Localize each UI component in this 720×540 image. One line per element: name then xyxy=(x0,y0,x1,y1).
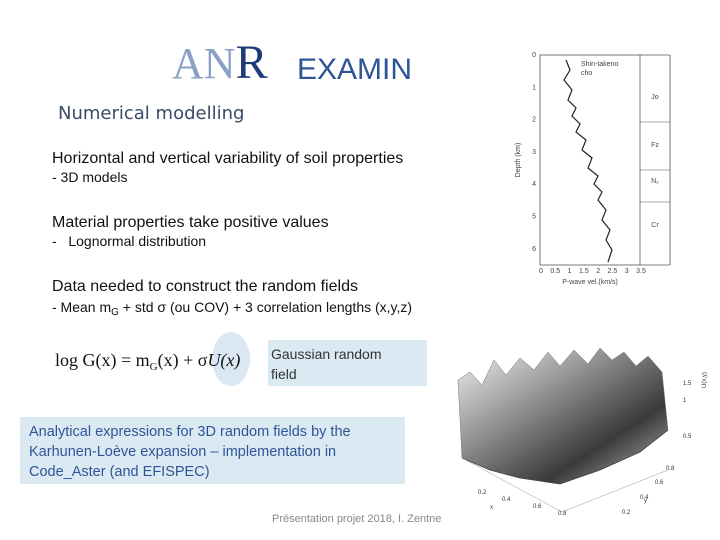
logo-letter: N xyxy=(204,39,236,88)
surface-figure: U(x,y) 1.5 1 0.5 0.8 0.6 0.4 0.2 y 0.2 0… xyxy=(457,347,708,517)
profile-figure: Shin-takeno cho Depth (km) P-wave vel.(k… xyxy=(515,52,671,286)
subscript: G xyxy=(111,307,119,318)
tick-label: 1 xyxy=(568,268,572,275)
bullet-title: Horizontal and vertical variability of s… xyxy=(52,150,403,167)
tick-label: 0 xyxy=(539,268,543,275)
tick-label: 4 xyxy=(532,181,536,188)
surface-edge xyxy=(461,429,669,485)
tick-label: 3 xyxy=(532,149,536,156)
tick-label: 0.6 xyxy=(533,504,542,510)
axis-label: y xyxy=(644,498,647,504)
tick-label: 2 xyxy=(532,117,536,124)
bullet-detail: - Mean mG + std σ (ou COV) + 3 correlati… xyxy=(52,299,412,318)
tick-label: 0.6 xyxy=(655,480,664,486)
callout-box xyxy=(20,417,405,484)
tick-label: 3.5 xyxy=(636,268,646,275)
axis-label: x xyxy=(490,505,493,511)
tick-label: 2 xyxy=(596,268,600,275)
layer-label: Fz xyxy=(651,142,659,149)
legend-text: cho xyxy=(581,70,592,77)
tick-label: 6 xyxy=(532,246,536,253)
bullet-detail: - 3D models xyxy=(52,169,127,185)
tick-label: 0.4 xyxy=(502,497,511,503)
logo: ANR xyxy=(172,36,268,89)
tick-label: 0.2 xyxy=(478,490,487,496)
axis-label: Depth (km) xyxy=(515,143,522,178)
logo-letter: R xyxy=(236,36,268,89)
axis-label: P-wave vel.(km/s) xyxy=(562,279,618,286)
project-name: EXAMIN xyxy=(297,53,412,86)
tick-label: 0.5 xyxy=(550,268,560,275)
formula-part: log G(x) = m xyxy=(55,350,150,371)
tick-label: 0 xyxy=(532,52,536,59)
text-run: + std σ (ou COV) + 3 correlation lengths… xyxy=(119,299,412,315)
plot-frame xyxy=(539,54,641,266)
callout-box xyxy=(268,340,427,386)
tick-label: 1.5 xyxy=(683,381,692,387)
axis-line xyxy=(461,457,563,513)
formula-part: U(x) xyxy=(207,350,240,371)
callout-text: Karhunen-Loève expansion – implementatio… xyxy=(29,444,336,460)
tick-label: 1.5 xyxy=(579,268,589,275)
surface xyxy=(457,347,669,485)
footer: Présentation projet 2018, I. Zentne xyxy=(272,513,441,525)
tick-label: 0.2 xyxy=(622,510,631,516)
tick-label: 0.4 xyxy=(640,495,649,501)
bullet-title: Material properties take positive values xyxy=(52,214,329,231)
callout-text: Code_Aster (and EFISPEC) xyxy=(29,464,210,480)
callout-text: Gaussian random xyxy=(271,346,382,362)
layer-label: N₂ xyxy=(651,178,659,185)
tick-label: 2.5 xyxy=(608,268,618,275)
layer-label: Jo xyxy=(651,94,659,101)
legend-text: Shin-takeno xyxy=(581,61,618,68)
tick-labels: 0 0.5 1 1.5 2 2.5 3 3.5 xyxy=(539,268,646,275)
callout-text: field xyxy=(271,366,297,382)
axis-label: U(x,y) xyxy=(702,372,708,388)
tick-label: 5 xyxy=(532,214,536,221)
velocity-trace xyxy=(563,59,613,263)
callout-text: Analytical expressions for 3D random fie… xyxy=(29,424,351,440)
tick-label: 0.5 xyxy=(683,434,692,440)
formula-subscript: G xyxy=(150,361,158,373)
bullet-detail: - Lognormal distribution xyxy=(52,233,206,249)
axis-line xyxy=(561,469,669,513)
tick-label: 1 xyxy=(532,84,536,91)
bullet-title: Data needed to construct the random fiel… xyxy=(52,278,358,295)
tick-label: 3 xyxy=(625,268,629,275)
formula-part: (x) + σ xyxy=(158,350,208,371)
tick-label: 0.8 xyxy=(666,466,675,472)
layer-label: Cr xyxy=(651,222,659,229)
tick-label: 0.8 xyxy=(558,511,567,517)
tick-label: 1 xyxy=(683,398,687,404)
highlight xyxy=(212,332,250,386)
logo-letter: A xyxy=(172,39,204,88)
tick-labels: 0 1 2 3 4 5 6 xyxy=(532,52,536,253)
section-title: Numerical modelling xyxy=(58,103,244,124)
text-run: - Mean m xyxy=(52,299,111,315)
formula: log G(x) = mG(x) + σU(x) xyxy=(55,350,240,373)
